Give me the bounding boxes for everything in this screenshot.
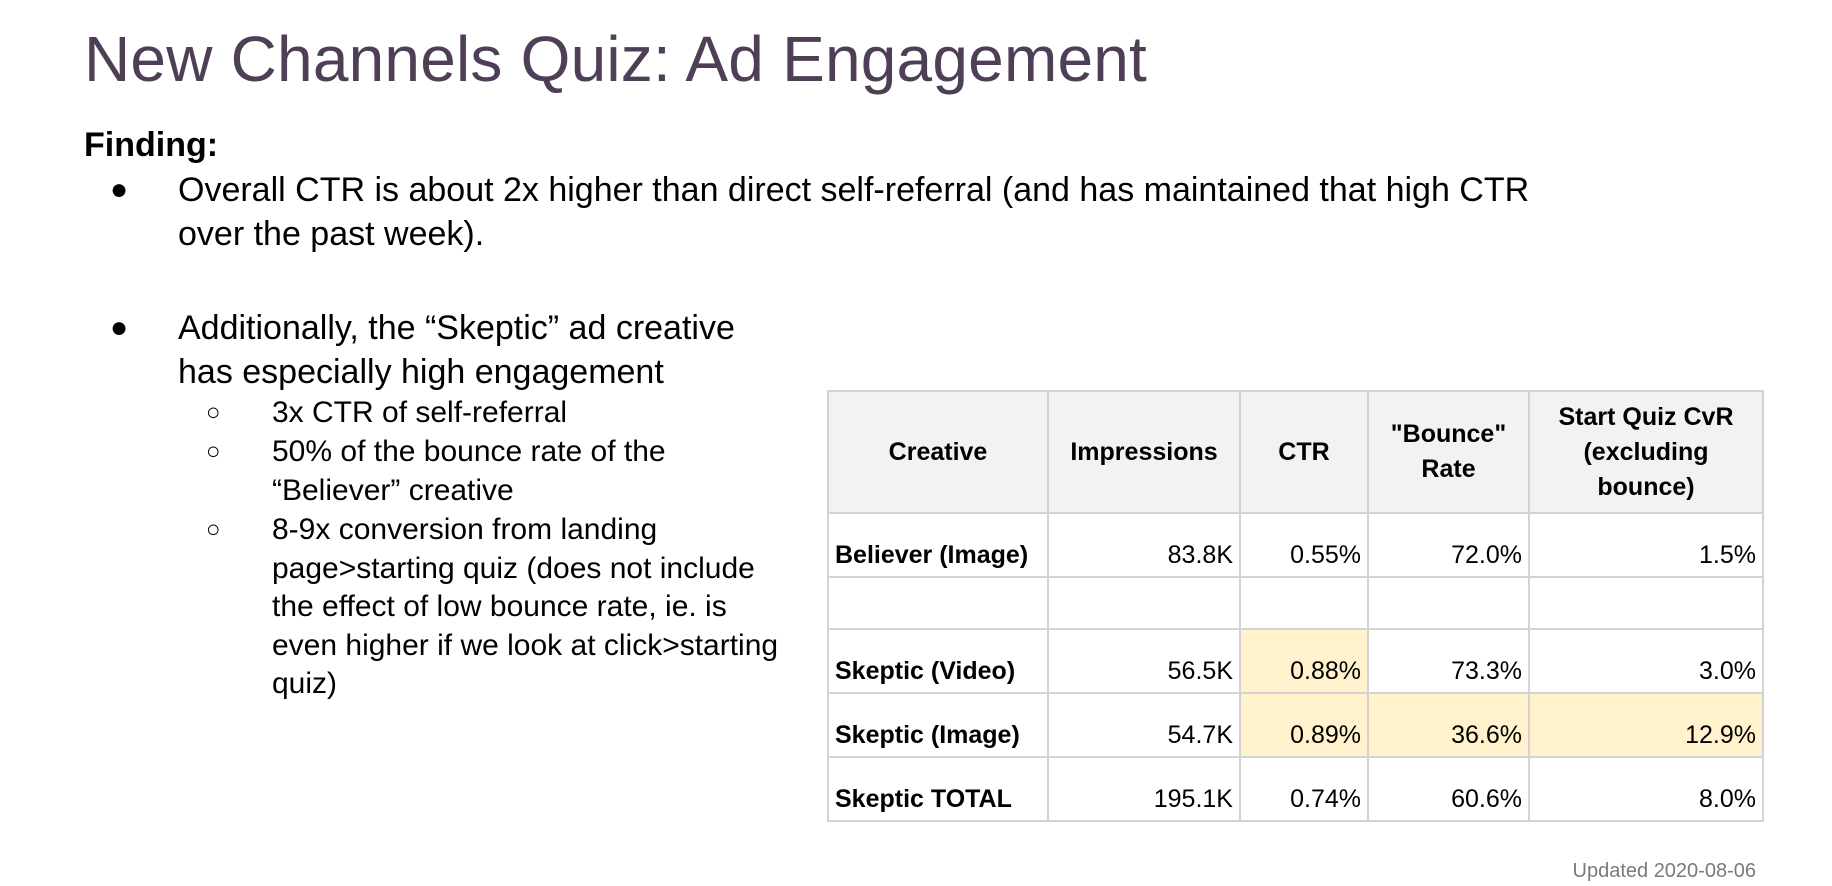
sub-bullet-bounce: 50% of the bounce rate of the “Believer”… xyxy=(272,433,666,510)
cell-creative: Skeptic (Image) xyxy=(827,692,1049,758)
cell-ctr: 0.74% xyxy=(1239,756,1369,822)
cell-bounce-rate: 72.0% xyxy=(1367,512,1530,578)
sub-bullet-line: 3x CTR of self-referral xyxy=(272,396,568,429)
cell-ctr: 0.89% xyxy=(1239,692,1369,758)
header-start-quiz-cvr: Start Quiz CvR (excluding bounce) xyxy=(1528,390,1764,514)
sub-bullet-marker: ○ xyxy=(206,516,221,543)
sub-bullet-line: “Believer” creative xyxy=(272,473,514,507)
header-line: Rate xyxy=(1421,455,1476,483)
sub-bullet-line: 50% of the bounce rate of the xyxy=(272,435,666,468)
table-row: Skeptic TOTAL 195.1K 0.74% 60.6% 8.0% xyxy=(827,756,1764,822)
cell-empty xyxy=(827,576,1049,630)
cell-empty xyxy=(1367,576,1530,630)
cell-impressions: 54.7K xyxy=(1047,692,1241,758)
cell-creative: Believer (Image) xyxy=(827,512,1049,578)
cell-empty xyxy=(1047,576,1241,630)
header-line: bounce) xyxy=(1597,472,1695,501)
header-line: (excluding xyxy=(1583,437,1709,466)
header-line: Impressions xyxy=(1070,437,1218,466)
bullet-marker: ● xyxy=(110,311,129,344)
header-creative: Creative xyxy=(827,390,1049,514)
cell-creative: Skeptic TOTAL xyxy=(827,756,1049,822)
cell-start-quiz-cvr: 1.5% xyxy=(1528,512,1764,578)
updated-date: Updated 2020-08-06 xyxy=(1572,860,1756,882)
cell-empty xyxy=(1239,576,1369,630)
bullet-line: over the past week). xyxy=(178,215,485,253)
cell-start-quiz-cvr: 8.0% xyxy=(1528,756,1764,822)
cell-impressions: 195.1K xyxy=(1047,756,1241,822)
sub-bullet-line: 8-9x conversion from landing xyxy=(272,513,658,546)
cell-start-quiz-cvr: 12.9% xyxy=(1528,692,1764,758)
cell-impressions: 56.5K xyxy=(1047,628,1241,694)
bullet-marker: ● xyxy=(110,173,129,206)
table-row: Believer (Image) 83.8K 0.55% 72.0% 1.5% xyxy=(827,512,1764,578)
sub-bullet-line: page>starting quiz (does not include xyxy=(272,551,755,585)
bullet-line: Overall CTR is about 2x higher than dire… xyxy=(178,171,1530,209)
cell-bounce-rate: 36.6% xyxy=(1367,692,1530,758)
table-row: Skeptic (Image) 54.7K 0.89% 36.6% 12.9% xyxy=(827,692,1764,758)
cell-ctr: 0.55% xyxy=(1239,512,1369,578)
creative-performance-table: Creative Impressions CTR "Bounce" Rate S… xyxy=(827,390,1764,822)
header-line: CTR xyxy=(1278,437,1330,466)
header-line: Start Quiz CvR xyxy=(1558,402,1734,431)
slide-title: New Channels Quiz: Ad Engagement xyxy=(84,23,1148,95)
cell-creative: Skeptic (Video) xyxy=(827,628,1049,694)
sub-bullet-line: quiz) xyxy=(272,667,338,700)
cell-ctr: 0.88% xyxy=(1239,628,1369,694)
header-line: "Bounce" xyxy=(1390,420,1507,448)
sub-bullet-conversion: 8-9x conversion from landing page>starti… xyxy=(272,511,778,704)
sub-bullet-line: the effect of low bounce rate, ie. is xyxy=(272,590,727,623)
sub-bullet-marker: ○ xyxy=(206,438,221,465)
table-row-spacer xyxy=(827,576,1764,630)
bullet-overall-ctr: Overall CTR is about 2x higher than dire… xyxy=(178,168,1529,256)
cell-bounce-rate: 60.6% xyxy=(1367,756,1530,822)
cell-empty xyxy=(1528,576,1764,630)
bullet-skeptic-engagement: Additionally, the “Skeptic” ad creative … xyxy=(178,306,735,394)
table-header-row: Creative Impressions CTR "Bounce" Rate S… xyxy=(827,390,1764,514)
header-line: Creative xyxy=(888,437,988,466)
bullet-line: Additionally, the “Skeptic” ad creative xyxy=(178,309,735,347)
sub-bullet-line: even higher if we look at click>starting xyxy=(272,628,779,662)
finding-label: Finding: xyxy=(84,126,219,164)
bullet-line: has especially high engagement xyxy=(178,353,664,391)
sub-bullet-ctr: 3x CTR of self-referral xyxy=(272,394,567,433)
cell-impressions: 83.8K xyxy=(1047,512,1241,578)
header-impressions: Impressions xyxy=(1047,390,1241,514)
table-row: Skeptic (Video) 56.5K 0.88% 73.3% 3.0% xyxy=(827,628,1764,694)
sub-bullet-marker: ○ xyxy=(206,399,221,426)
header-ctr: CTR xyxy=(1239,390,1369,514)
header-bounce-rate: "Bounce" Rate xyxy=(1367,390,1530,514)
cell-start-quiz-cvr: 3.0% xyxy=(1528,628,1764,694)
cell-bounce-rate: 73.3% xyxy=(1367,628,1530,694)
